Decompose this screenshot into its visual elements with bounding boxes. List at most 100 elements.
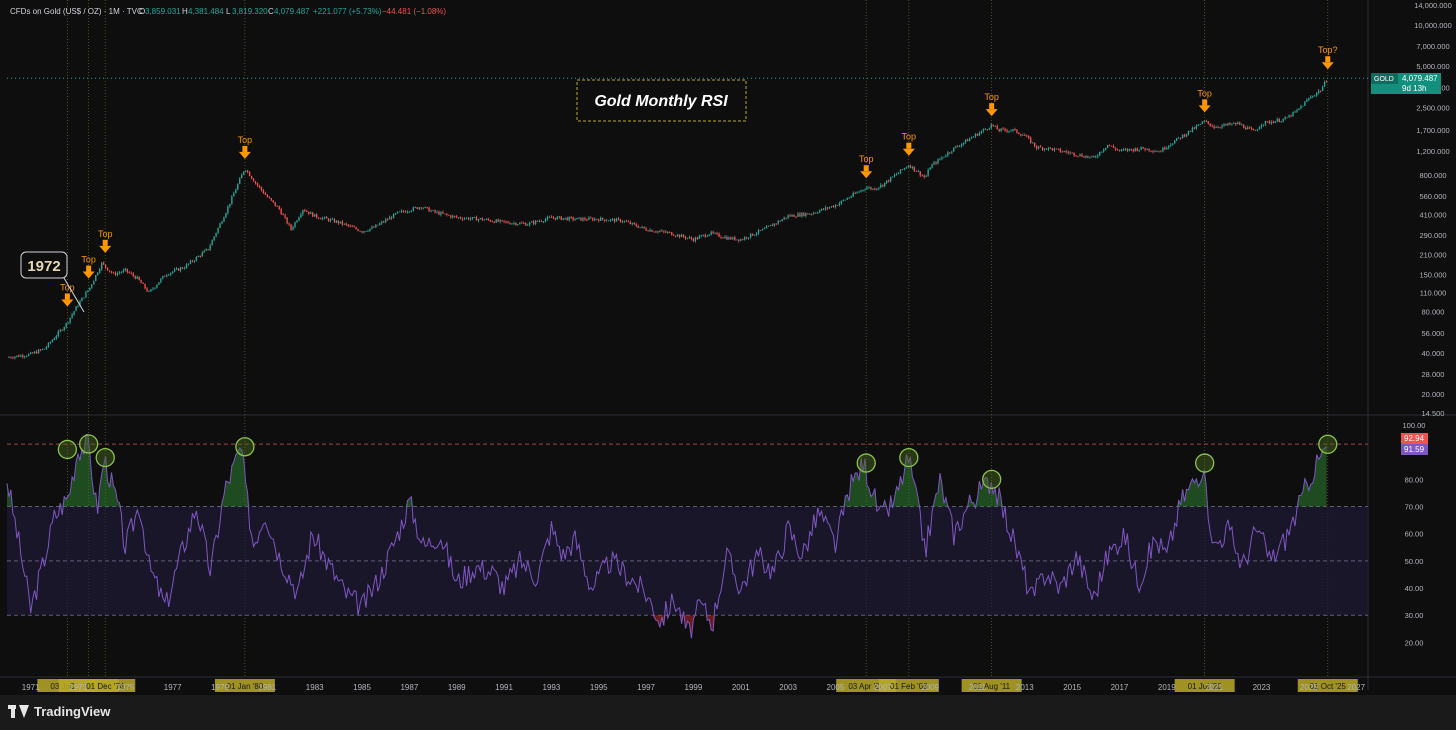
- candle-body: [1300, 106, 1302, 109]
- candle-body: [763, 228, 766, 230]
- candle-body: [122, 270, 125, 273]
- candle-body: [1024, 135, 1026, 136]
- candle-body: [317, 217, 320, 219]
- candle-body: [759, 230, 762, 231]
- candle-body: [229, 203, 231, 207]
- candle-body: [428, 207, 430, 212]
- time-tick-label: 2023: [1253, 683, 1271, 692]
- candle-body: [150, 289, 152, 292]
- candle-body: [631, 222, 633, 224]
- candle-body: [734, 237, 736, 241]
- candle-body: [383, 221, 385, 223]
- candle-body: [594, 218, 596, 221]
- candle-body: [61, 329, 63, 331]
- candle-body: [406, 211, 409, 213]
- candle-body: [974, 133, 977, 137]
- close-value: 4,079.487: [274, 7, 310, 16]
- candle-body: [173, 269, 176, 272]
- candle-body: [519, 222, 521, 225]
- top-arrow-stem: [64, 293, 70, 300]
- candle-body: [779, 220, 781, 222]
- candle-body: [1197, 124, 1200, 126]
- candle-body: [106, 267, 109, 271]
- candle-body: [239, 178, 241, 184]
- candle-body: [495, 219, 497, 223]
- candle-body: [694, 237, 697, 242]
- rsi-peak-circle[interactable]: [79, 434, 99, 454]
- candle-body: [651, 229, 653, 232]
- candle-body: [1057, 148, 1060, 150]
- candle-body: [215, 233, 217, 237]
- candle-body: [941, 157, 943, 159]
- candle-body: [197, 256, 200, 258]
- candle-body: [838, 203, 841, 206]
- candle-body: [1112, 146, 1115, 148]
- candle-body: [605, 220, 608, 222]
- candle-body: [235, 189, 237, 194]
- candle-body: [749, 233, 752, 238]
- rsi-peak-circle[interactable]: [1318, 434, 1338, 454]
- candle-body: [574, 219, 576, 221]
- candle-body: [298, 217, 300, 221]
- candle-body: [171, 271, 174, 273]
- candle-body: [1079, 154, 1081, 157]
- candle-body: [359, 230, 361, 232]
- candle-body: [355, 227, 357, 230]
- price-tick-label: 290.000: [1419, 231, 1446, 240]
- candle-body: [661, 230, 663, 232]
- candle-body: [578, 217, 580, 219]
- candle-body: [623, 220, 626, 222]
- candle-body: [1252, 129, 1255, 131]
- candle-body: [386, 219, 389, 221]
- candle-body: [945, 155, 947, 157]
- candle-body: [753, 234, 756, 236]
- candle-body: [241, 174, 243, 179]
- candle-body: [1323, 81, 1326, 87]
- rsi-peak-circle[interactable]: [899, 447, 919, 468]
- candle-body: [931, 164, 933, 168]
- rsi-peak-circle[interactable]: [95, 447, 115, 468]
- time-tick-label: 2013: [1016, 683, 1034, 692]
- candle-body: [826, 207, 829, 209]
- candle-body: [970, 137, 973, 139]
- candle-body: [99, 269, 101, 273]
- rsi-peak-circle[interactable]: [856, 453, 876, 473]
- candle-body: [783, 217, 785, 220]
- price-tick-label: 7,000.000: [1416, 42, 1449, 51]
- candle-body: [966, 139, 969, 142]
- candle-body: [1026, 135, 1028, 137]
- candle-body: [507, 221, 509, 224]
- candle-body: [988, 128, 990, 130]
- candle-body: [398, 211, 401, 213]
- candle-body: [408, 211, 411, 213]
- candle-body: [905, 167, 908, 169]
- candle-body: [112, 272, 115, 274]
- candle-body: [984, 129, 987, 130]
- candle-body: [919, 171, 921, 176]
- candle-body: [179, 267, 182, 271]
- rsi-peak-circle[interactable]: [235, 437, 255, 457]
- candle-body: [1035, 146, 1038, 149]
- callout-1972-box[interactable]: [20, 251, 68, 279]
- candle-body: [1000, 128, 1002, 131]
- rsi-peak-circle[interactable]: [1195, 453, 1215, 473]
- candle-body: [306, 211, 308, 212]
- rsi-peak-circle[interactable]: [982, 469, 1002, 490]
- candle-body: [1065, 151, 1067, 153]
- candle-body: [203, 250, 205, 253]
- date-tag-label: 01 Dec '74: [86, 682, 125, 691]
- rsi-peak-circle[interactable]: [57, 439, 78, 460]
- candle-body: [923, 175, 925, 178]
- top-label: Top: [1197, 88, 1212, 98]
- candle-body: [325, 217, 328, 219]
- tradingview-brand[interactable]: TradingView: [8, 704, 110, 719]
- low-label: L: [226, 7, 231, 16]
- candle-body: [836, 205, 839, 206]
- price-tick-label: 14.500: [1422, 409, 1445, 418]
- top-arrow-icon: [1198, 105, 1211, 113]
- candle-body: [458, 217, 460, 219]
- candle-body: [990, 124, 992, 129]
- candle-body: [47, 342, 50, 347]
- candle-body: [659, 231, 661, 232]
- candle-body: [992, 124, 994, 127]
